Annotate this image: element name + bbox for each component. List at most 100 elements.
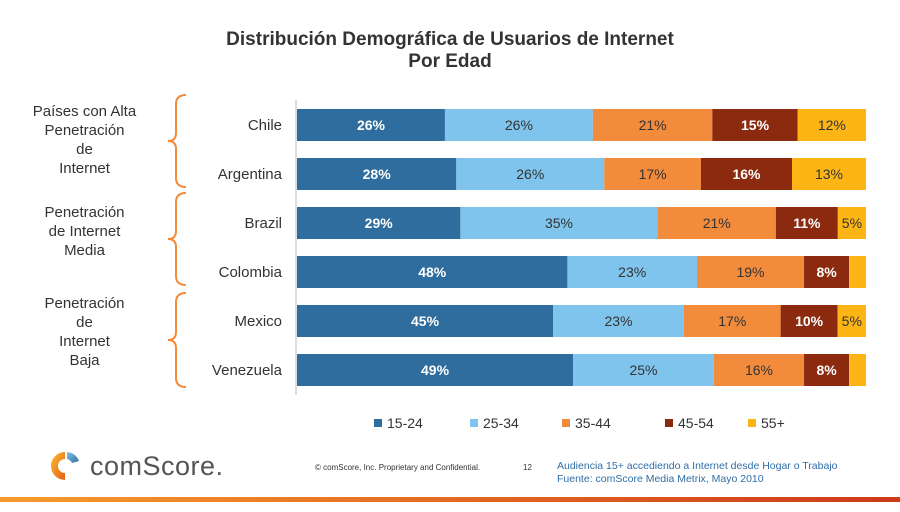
group-label-line: de bbox=[76, 141, 93, 158]
data-label: 26% bbox=[357, 117, 386, 133]
legend: 15-24 25-34 35-44 45-54 55+ bbox=[374, 415, 785, 431]
data-label: 16% bbox=[732, 166, 761, 182]
stacked-bar-chart: Chile Argentina Brazil Colombia Mexico Venezu… bbox=[167, 94, 866, 431]
data-label: 29% bbox=[365, 215, 394, 231]
data-label: 10% bbox=[795, 313, 824, 329]
data-label: 8% bbox=[816, 362, 837, 378]
bar-segment bbox=[713, 354, 805, 386]
legend-swatch bbox=[562, 419, 570, 427]
data-label: 48% bbox=[418, 264, 447, 280]
legend-label: 35-44 bbox=[575, 415, 611, 431]
bar-segment bbox=[837, 207, 866, 239]
group-label-line: Países con Alta bbox=[32, 103, 137, 120]
legend-swatch bbox=[748, 419, 756, 427]
bar-segment bbox=[297, 305, 554, 337]
bar-segment bbox=[444, 109, 593, 141]
data-label: 5% bbox=[842, 313, 862, 329]
bar-segment bbox=[775, 207, 838, 239]
category-label: Argentina bbox=[218, 166, 283, 183]
bar-segment bbox=[712, 109, 798, 141]
bars: 26% 26% 21% 15% 12% 28% 26% 17% 16% 13% 29% 35% 21% 1… bbox=[297, 109, 866, 386]
group-bracket bbox=[167, 292, 187, 388]
bar-segment bbox=[849, 354, 866, 386]
bar-segment bbox=[700, 158, 793, 190]
bar-segment bbox=[683, 305, 781, 337]
bar-segment bbox=[297, 256, 568, 288]
chart-title: Distribución Demográfica de Usuarios de … bbox=[0, 29, 900, 73]
data-label: 35% bbox=[545, 215, 573, 231]
group-label-alta: Países con Alta Penetración de Internet bbox=[12, 102, 157, 178]
category-label: Chile bbox=[248, 117, 282, 134]
data-label: 19% bbox=[736, 264, 764, 280]
bar-segment bbox=[849, 256, 866, 288]
bar-segment bbox=[297, 354, 574, 386]
bar-segment bbox=[297, 109, 445, 141]
data-label: 17% bbox=[718, 313, 746, 329]
group-label-line: Penetración bbox=[44, 122, 125, 139]
data-label: 28% bbox=[363, 166, 392, 182]
bar-segment bbox=[567, 256, 697, 288]
chart-title-line1: Distribución Demográfica de Usuarios de … bbox=[226, 29, 674, 50]
group-bracket bbox=[167, 94, 187, 188]
group-label-line: Penetración bbox=[44, 204, 125, 221]
data-label: 12% bbox=[818, 117, 846, 133]
group-bracket bbox=[167, 192, 187, 286]
data-label: 16% bbox=[745, 362, 773, 378]
group-label-line: Internet bbox=[59, 333, 110, 350]
group-label-line: Internet bbox=[59, 160, 110, 177]
bar-segment bbox=[804, 256, 850, 288]
bar-segment bbox=[553, 305, 684, 337]
data-label: 49% bbox=[421, 362, 450, 378]
data-label: 26% bbox=[505, 117, 533, 133]
group-label-line: de bbox=[76, 314, 93, 331]
bar-segment bbox=[592, 109, 713, 141]
bar-segment bbox=[604, 158, 701, 190]
bar-segment bbox=[460, 207, 658, 239]
page-number: 12 bbox=[523, 463, 532, 472]
footer-source-line2: Fuente: comScore Media Metrix, Mayo 2010 bbox=[557, 473, 764, 485]
data-label: 21% bbox=[639, 117, 667, 133]
data-label: 25% bbox=[629, 362, 657, 378]
data-label: 26% bbox=[516, 166, 544, 182]
data-label: 45% bbox=[411, 313, 440, 329]
category-labels: Chile Argentina Brazil Colombia Mexico Venezu… bbox=[212, 117, 283, 379]
group-label-line: Media bbox=[64, 242, 105, 259]
bar-segment bbox=[797, 109, 866, 141]
group-label-baja: Penetración de Internet Baja bbox=[12, 294, 157, 370]
category-label: Mexico bbox=[234, 313, 282, 330]
data-label: 23% bbox=[604, 313, 632, 329]
bar-segment bbox=[804, 354, 850, 386]
data-label: 5% bbox=[842, 215, 862, 231]
bar-segment bbox=[456, 158, 605, 190]
legend-label: 25-34 bbox=[483, 415, 519, 431]
chart-title-line2: Por Edad bbox=[408, 51, 492, 72]
footer-source: Audiencia 15+ accediendo a Internet desd… bbox=[557, 460, 838, 486]
legend-label: 15-24 bbox=[387, 415, 423, 431]
bar-segment bbox=[696, 256, 805, 288]
bar-segment bbox=[297, 158, 457, 190]
data-label: 15% bbox=[741, 117, 770, 133]
bar-segment bbox=[297, 207, 461, 239]
bar-segment bbox=[792, 158, 866, 190]
footer-source-line1: Audiencia 15+ accediendo a Internet desd… bbox=[557, 460, 838, 472]
footer-legal: © comScore, Inc. Proprietary and Confide… bbox=[315, 463, 481, 472]
data-label: 11% bbox=[793, 215, 821, 231]
group-label-line: Baja bbox=[69, 352, 100, 369]
group-brackets bbox=[167, 94, 187, 388]
data-label: 17% bbox=[639, 166, 667, 182]
bar-segment bbox=[573, 354, 714, 386]
bottom-accent-bar bbox=[0, 497, 900, 502]
legend-swatch bbox=[665, 419, 673, 427]
legend-swatch bbox=[470, 419, 478, 427]
group-label-media: Penetración de Internet Media bbox=[12, 203, 157, 260]
bar-segment bbox=[657, 207, 776, 239]
data-label: 13% bbox=[815, 166, 843, 182]
data-label: 21% bbox=[703, 215, 731, 231]
legend-swatch bbox=[374, 419, 382, 427]
group-label-line: de Internet bbox=[48, 223, 121, 240]
category-label: Venezuela bbox=[212, 362, 283, 379]
comscore-logo-icon bbox=[51, 452, 79, 480]
data-label: 8% bbox=[816, 264, 837, 280]
bar-segment bbox=[780, 305, 838, 337]
group-label-line: Penetración bbox=[44, 295, 125, 312]
